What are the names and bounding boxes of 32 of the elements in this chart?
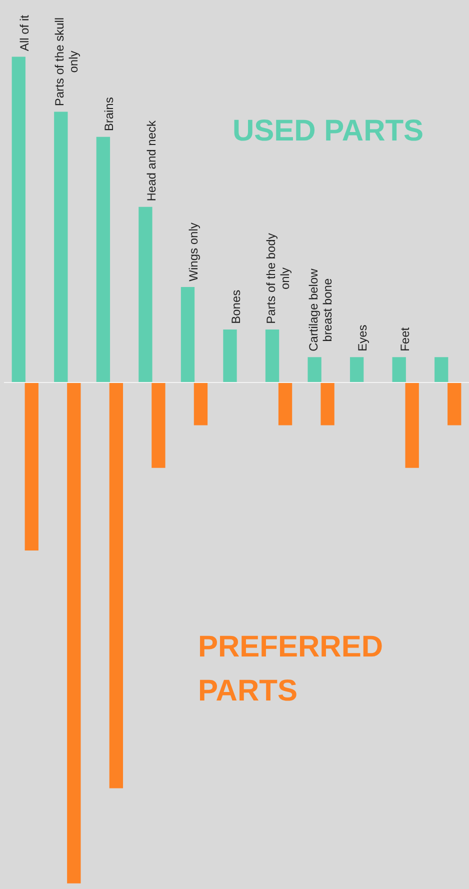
bar (350, 357, 364, 383)
x-tick-label: Feet (398, 326, 412, 352)
bar (24, 382, 38, 550)
x-tick-label: All of it (17, 14, 32, 52)
x-tick-label: Parts of the skull only (52, 17, 81, 106)
bar (448, 382, 462, 426)
bar (194, 382, 208, 426)
bar (12, 56, 26, 383)
text: PREFERRED PARTS (198, 630, 384, 708)
bar (265, 330, 280, 383)
x-tick-label: Cartilage below breast bone (306, 268, 334, 352)
bar (308, 357, 322, 383)
bar (320, 382, 334, 426)
text: USED PARTS (232, 114, 424, 148)
bar (223, 330, 237, 383)
bar (434, 357, 448, 383)
x-tick-label: Parts of the body only (264, 233, 292, 324)
bar (138, 206, 152, 383)
x-tick-label: Wings only (186, 222, 201, 282)
bar (405, 382, 419, 468)
bar (180, 286, 195, 383)
bar (109, 382, 124, 788)
bar (54, 112, 68, 383)
bar (67, 382, 81, 884)
bar (392, 357, 406, 383)
x-tick-label: Head and neck (144, 120, 158, 202)
x-tick-label: Brains (102, 97, 116, 132)
x-tick-label: Eyes (356, 324, 370, 352)
bar (278, 382, 292, 426)
x-tick-label: Bones (228, 290, 243, 324)
bar (152, 382, 166, 468)
bar (96, 136, 110, 383)
